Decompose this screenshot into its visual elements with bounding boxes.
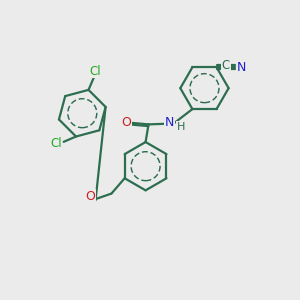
Text: N: N <box>165 116 174 129</box>
Text: N: N <box>237 61 246 74</box>
Text: Cl: Cl <box>50 137 62 150</box>
Text: C: C <box>221 59 230 72</box>
Text: Cl: Cl <box>90 64 101 77</box>
Text: O: O <box>121 116 131 129</box>
Text: H: H <box>177 122 185 132</box>
Text: O: O <box>85 190 95 203</box>
